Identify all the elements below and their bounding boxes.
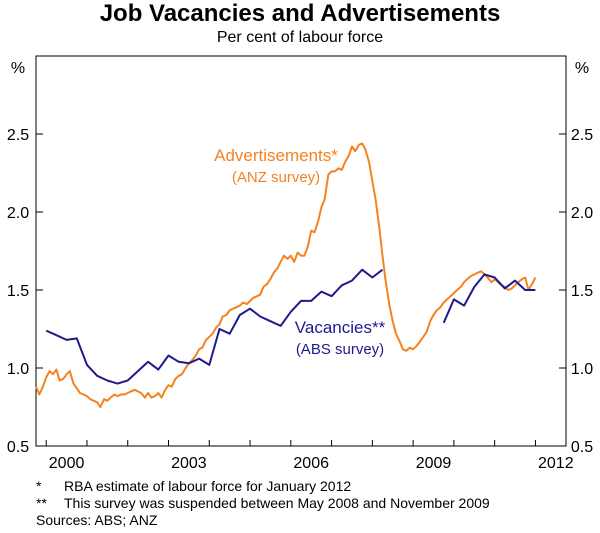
axis-ticks [36,133,566,447]
series-layer [35,142,537,408]
y-tick-label-left: 2.0 [7,205,29,222]
sources-text: Sources: ABS; ANZ [36,512,158,528]
axis-tick-labels: 0.5 0.5 1.0 1.0 1.5 1.5 2.0 2.0 2.5 2.5 2000 2003 20… [7,127,593,472]
footnote-row: Sources: ABS; ANZ [36,512,596,529]
footnote-text: This survey was suspended between May 20… [64,495,490,511]
y-tick-label-right: 2.0 [571,205,593,222]
x-tick-label: 2003 [171,455,207,472]
y-tick-label-right: 1.5 [571,283,593,300]
footnote-mark: ** [36,495,47,511]
x-tick-label: 2009 [416,455,452,472]
y-tick-label-right: 1.0 [571,361,593,378]
x-tick-label: 2012 [538,455,574,472]
chart-title: Job Vacancies and Advertisements [99,0,501,27]
y-unit-left: % [11,60,25,77]
footnote-text: RBA estimate of labour force for January… [64,478,352,494]
y-tick-label-left: 1.0 [7,361,29,378]
advertisements-sublabel: (ANZ survey) [232,169,320,186]
y-tick-label-left: 0.5 [7,439,29,456]
x-tick-label: 2000 [49,455,85,472]
x-tick-label: 2006 [293,455,329,472]
footnote-mark: * [36,478,42,494]
advertisements-label: Advertisements* [214,146,338,165]
footnote-row: ** This survey was suspended between May… [36,495,596,512]
y-tick-label-left: 1.5 [7,283,29,300]
footnotes: * RBA estimate of labour force for Janua… [36,478,596,529]
y-tick-label-right: 2.5 [571,127,593,144]
y-tick-label-left: 2.5 [7,127,29,144]
y-tick-label-right: 0.5 [571,439,593,456]
plot-frame [35,55,567,447]
footnote-row: * RBA estimate of labour force for Janua… [36,478,596,495]
vacancies-line-segment [442,273,536,324]
vacancies-label: Vacancies** [295,318,386,337]
vacancies-sublabel: (ABS survey) [296,341,384,358]
y-unit-right: % [575,60,589,77]
vacancies-line-segment [45,268,384,385]
chart-subtitle: Per cent of labour force [216,29,384,46]
advertisements-line [35,142,537,408]
